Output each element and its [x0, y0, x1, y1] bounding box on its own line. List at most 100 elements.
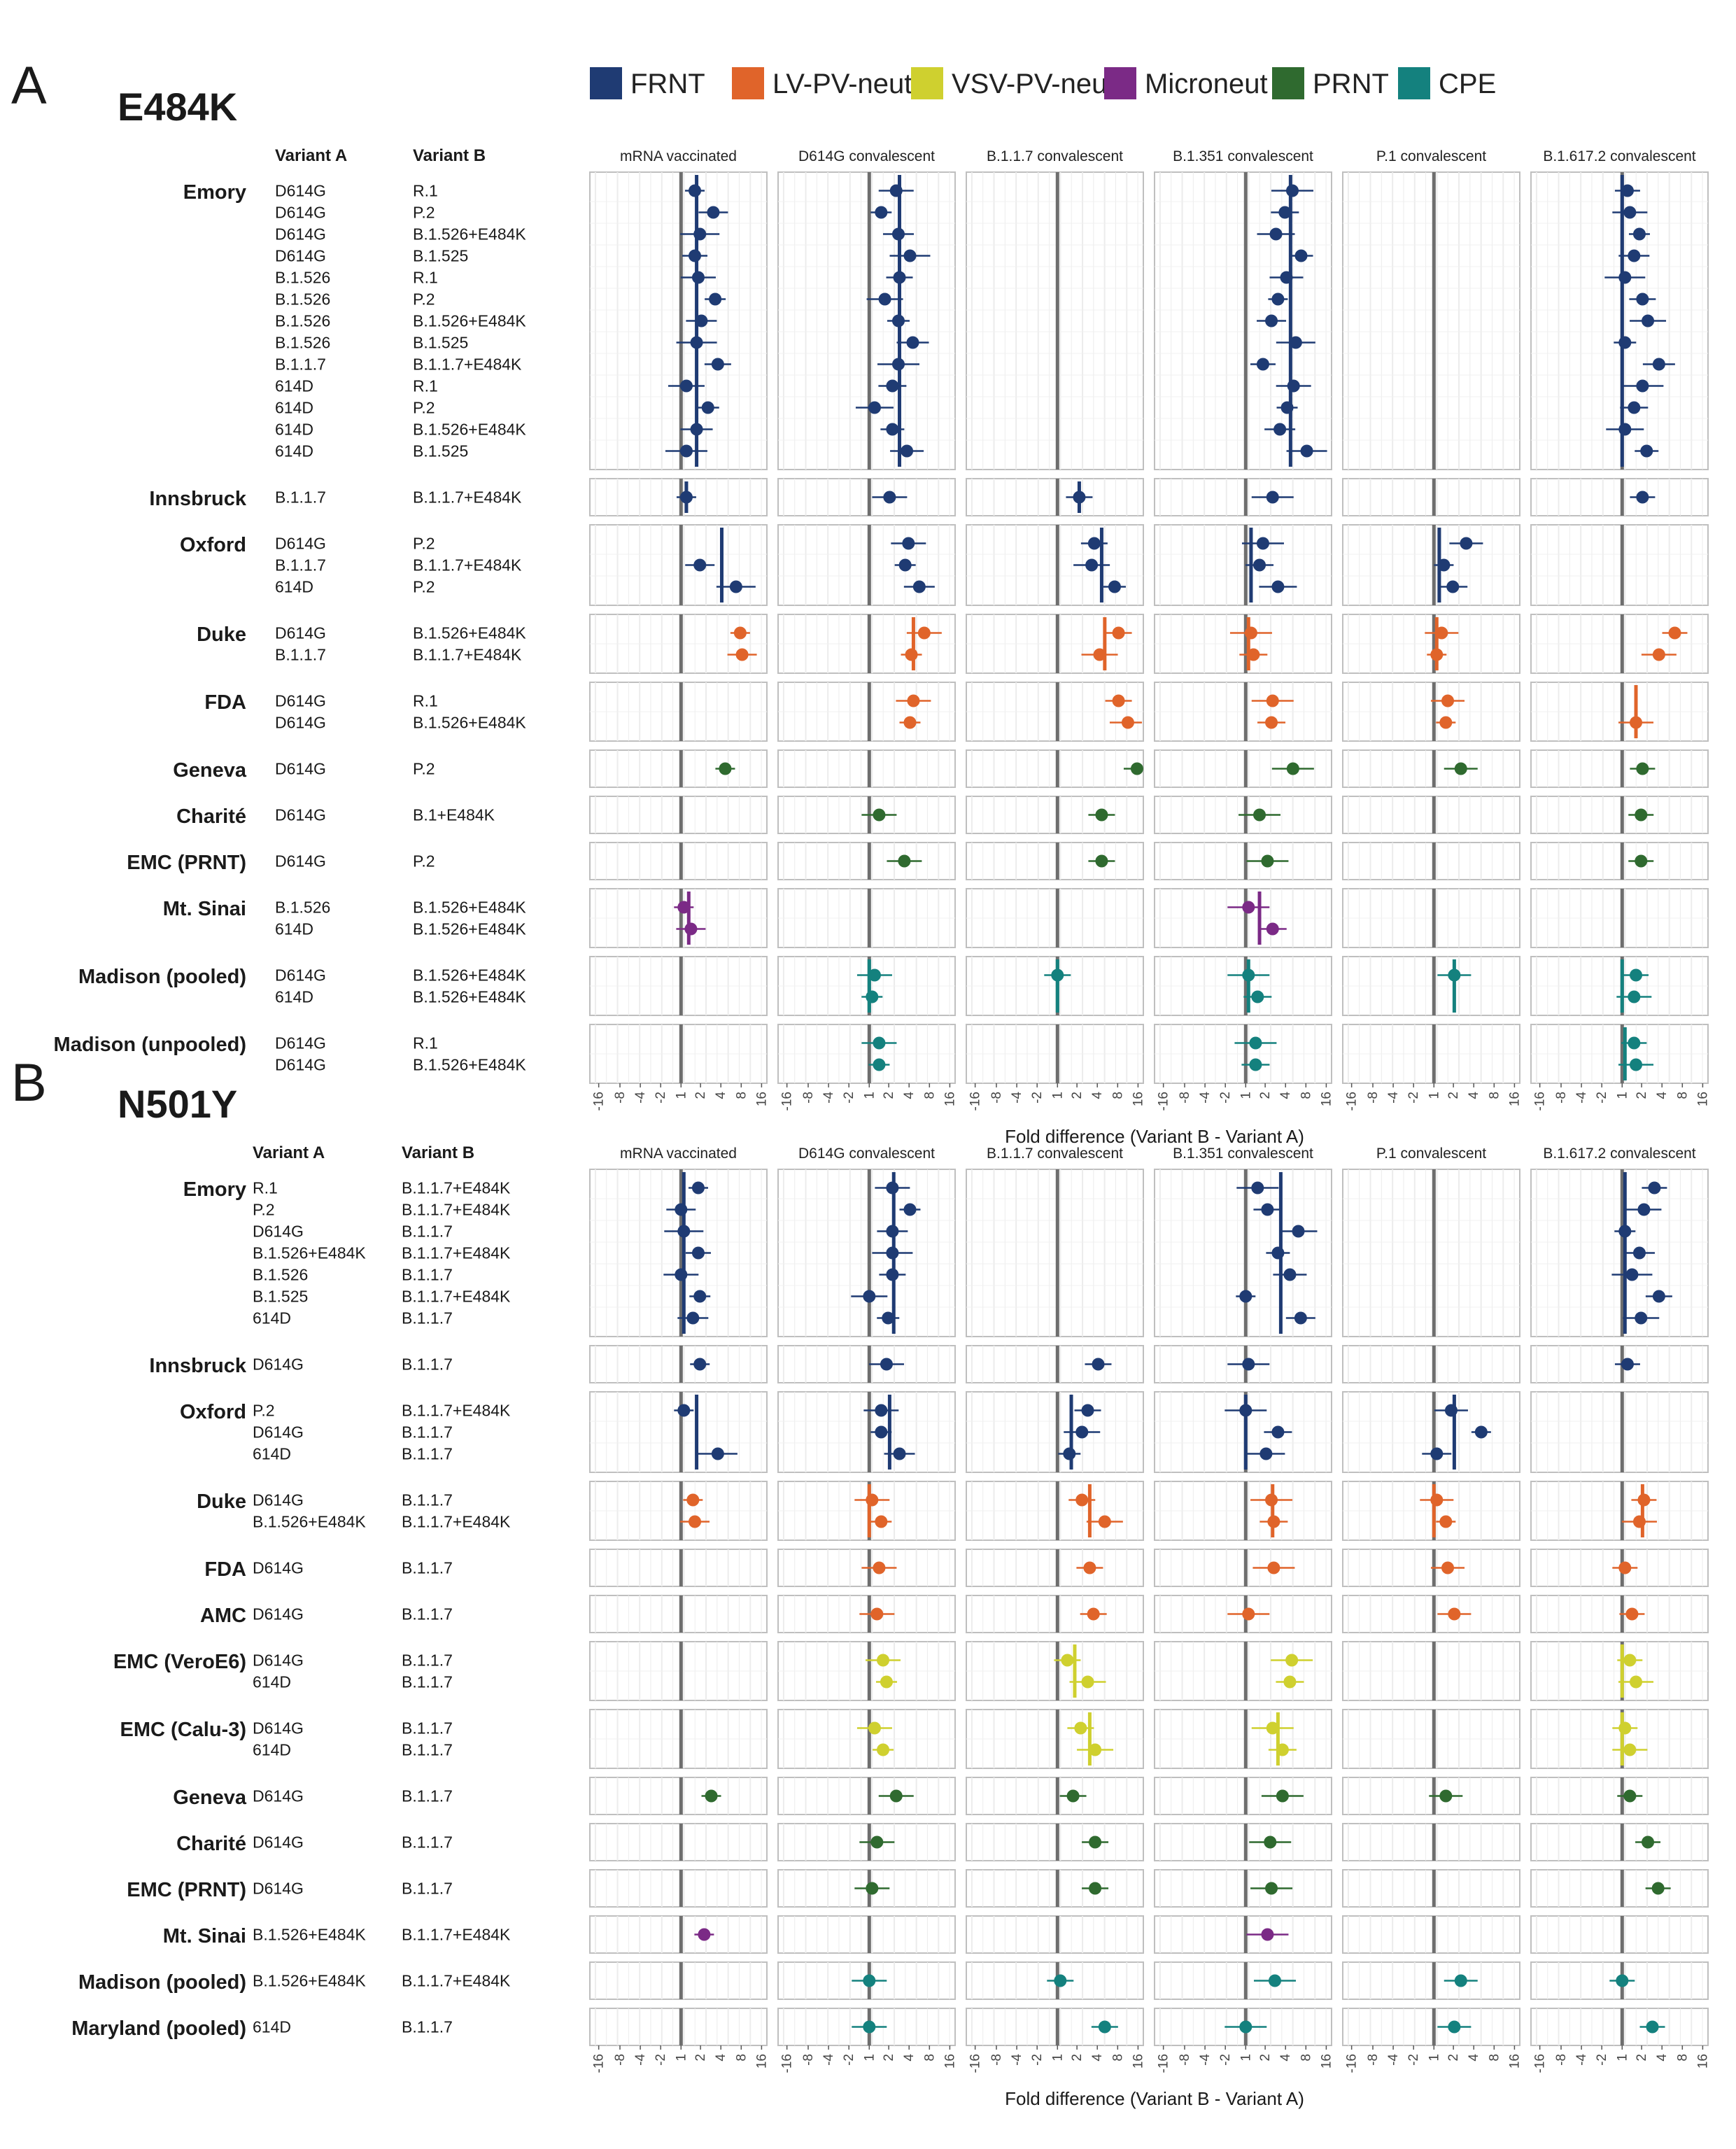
variant-b-label: B.1.526+E484K: [413, 714, 526, 732]
facet-cell: [1154, 1481, 1332, 1541]
lab-group: Oxford D614G P.2 B.1.1.7 B.1.1.7+E484K 614D P.…: [180, 524, 1709, 606]
facet-panel: [1342, 1869, 1520, 1908]
variant-b-label: B.1.1.7+E484K: [402, 1288, 511, 1306]
facet-cell: [589, 796, 768, 834]
facet-cell: [1154, 1345, 1332, 1383]
facet-panel: [1342, 1915, 1520, 1954]
facet-cell: [1342, 1169, 1520, 1337]
facet-cell: [966, 1391, 1144, 1473]
facet-cell: [1530, 171, 1709, 470]
facet-panel: [966, 1595, 1144, 1633]
facet-panel: [966, 1169, 1144, 1337]
tick-label: -2: [1595, 2054, 1609, 2066]
facet-panel: [1154, 171, 1332, 470]
tick-label: -2: [1595, 1092, 1609, 1104]
lab-name: Oxford: [180, 534, 246, 556]
data-point: [1264, 1836, 1277, 1849]
x-axis: -16 -8 -4 -2 1 2 4 8 16: [1157, 1083, 1334, 1111]
facet-panel: [1530, 842, 1709, 880]
facet-panel: [966, 1549, 1144, 1587]
facet-title: mRNA vaccinated: [620, 1146, 737, 1162]
data-point: [1448, 968, 1461, 982]
tick-label: 8: [1487, 2054, 1502, 2062]
tick-label: 2: [1070, 1092, 1085, 1099]
legend-swatch: [1398, 67, 1430, 99]
data-point: [1280, 401, 1294, 414]
facet-cell: [966, 1481, 1144, 1541]
data-point: [1300, 444, 1313, 458]
data-point: [917, 626, 931, 640]
lab-group: EMC (VeroE6) D614G B.1.1.7 614D B.1.1.7: [113, 1641, 1709, 1701]
tick-label: -2: [654, 1092, 668, 1104]
tick-label: 2: [882, 1092, 896, 1099]
facet-cell: [966, 956, 1144, 1016]
data-point: [1239, 2020, 1252, 2034]
facet-cell: [777, 1549, 956, 1587]
data-point: [873, 1058, 886, 1071]
data-point: [1632, 227, 1646, 241]
data-point: [1630, 1675, 1643, 1689]
facet-panel: [1154, 796, 1332, 834]
tick-label: -4: [1386, 2054, 1401, 2066]
variant-b-label: B.1.526+E484K: [413, 624, 526, 642]
data-point: [1637, 1493, 1651, 1507]
facet-panel: [1530, 1869, 1709, 1908]
variant-b-label: B.1.1.7: [402, 1719, 453, 1738]
data-point: [675, 1268, 688, 1281]
variant-a-label: B.1.526+E484K: [253, 1513, 366, 1531]
variant-a-label: 614D: [275, 988, 313, 1006]
x-axis: -16 -8 -4 -2 1 2 4 8 16: [780, 2045, 957, 2073]
data-point: [1625, 1268, 1639, 1281]
lab-group: Madison (pooled) D614G B.1.526+E484K 614D B.…: [78, 956, 1709, 1016]
variant-b-label: B.1.526+E484K: [413, 988, 526, 1006]
facet-cell: [1154, 1961, 1332, 2000]
facet-panel: [1530, 171, 1709, 470]
facet-panel: [1342, 1391, 1520, 1473]
data-point: [1266, 491, 1279, 504]
data-point: [705, 1789, 718, 1803]
data-point: [1266, 694, 1279, 707]
legend-swatch: [732, 67, 764, 99]
data-point: [889, 1789, 903, 1803]
data-point: [679, 379, 693, 393]
variant-b-label: B.1+E484K: [413, 806, 495, 824]
variant-a-label: B.1.526: [275, 312, 330, 330]
data-point: [1652, 1290, 1665, 1303]
data-point: [689, 249, 702, 262]
variant-a-label: R.1: [253, 1179, 278, 1197]
facet-panel: [1154, 1549, 1332, 1587]
lab-group: Madison (pooled) B.1.526+E484K B.1.1.7+E48…: [78, 1961, 1709, 2000]
facet-cell: [777, 171, 956, 470]
legend-label: FRNT: [630, 69, 705, 99]
facet-cell: [966, 888, 1144, 948]
facet-panel: [589, 1823, 768, 1861]
facet-cell: [1342, 1823, 1520, 1861]
tick-label: 4: [714, 1092, 728, 1099]
facet-cell: [777, 1709, 956, 1769]
data-point: [677, 1404, 691, 1417]
variant-a-label: B.1.526+E484K: [253, 1244, 366, 1262]
lab-group: EMC (PRNT) D614G P.2: [127, 842, 1709, 880]
lab-group: Geneva D614G P.2: [173, 749, 1709, 788]
panel-title: E484K: [118, 85, 237, 129]
data-point: [1623, 1654, 1637, 1667]
facet-panel: [1530, 1391, 1709, 1473]
facet-panel: [777, 842, 956, 880]
data-point: [877, 1654, 890, 1667]
variant-a-label: P.2: [253, 1402, 275, 1420]
data-point: [1448, 1607, 1461, 1621]
tick-label: -8: [989, 1092, 1004, 1104]
data-point: [893, 1447, 906, 1460]
tick-label: -16: [1345, 1092, 1360, 1111]
facet-cell: [966, 749, 1144, 788]
data-point: [1460, 537, 1473, 550]
tick-label: -4: [1386, 1092, 1401, 1104]
facet-cell: [777, 1641, 956, 1701]
facet-cell: [1154, 1169, 1332, 1337]
tick-label: -2: [842, 2054, 856, 2066]
variant-a-label: B.1.526: [275, 290, 330, 309]
variant-a-label: D614G: [253, 1491, 304, 1509]
data-point: [1095, 854, 1108, 868]
data-point: [875, 1515, 888, 1528]
tick-label: -16: [592, 1092, 607, 1111]
